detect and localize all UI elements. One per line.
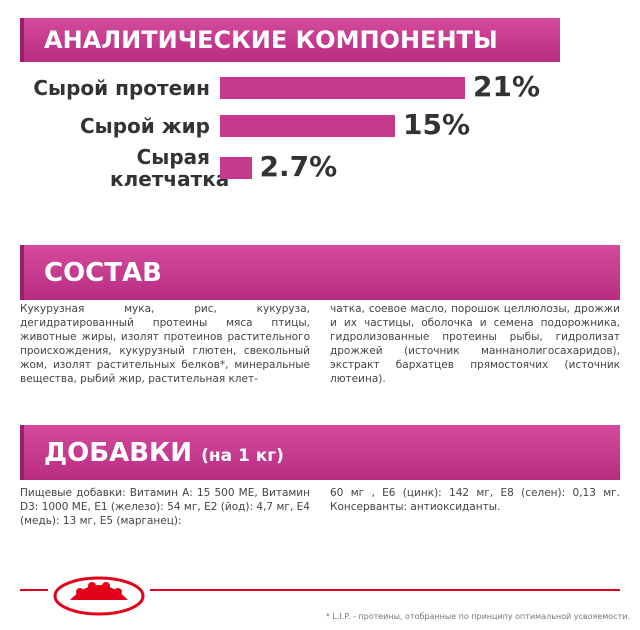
value-label: 21% — [473, 70, 541, 103]
text-column: чатка, соевое масло, порошок целлюлозы, … — [330, 303, 620, 385]
chart-title: АНАЛИТИЧЕСКИЕ КОМПОНЕНТЫ — [44, 26, 498, 54]
category-label: Сырая клетчатка — [110, 145, 230, 191]
footnote: * L.I.P. - протеины, отобранные по принц… — [325, 612, 630, 621]
section-title-wrap: ДОБАВКИ (на 1 кг) — [44, 438, 284, 468]
category-label: Сырой протеин — [33, 76, 210, 100]
section-title: ДОБАВКИ — [44, 437, 193, 468]
header-additives: ДОБАВКИ (на 1 кг) — [20, 425, 620, 480]
value-label: 15% — [403, 108, 471, 141]
text-column: Кукурузная мука, рис, кукуруза, дегидрат… — [20, 303, 310, 385]
bar — [220, 77, 465, 99]
section-title: СОСТАВ — [44, 257, 162, 288]
category-label: Сырой жир — [79, 114, 210, 138]
section-subtitle: (на 1 кг) — [201, 445, 284, 466]
header-composition: СОСТАВ — [20, 245, 620, 300]
text-column: 60 мг , Е6 (цинк): 142 мг, Е8 (селен): 0… — [330, 487, 620, 513]
bar — [220, 115, 395, 137]
value-label: 2.7% — [259, 150, 338, 183]
header-analytic: АНАЛИТИЧЕСКИЕ КОМПОНЕНТЫ — [20, 18, 560, 62]
bar — [220, 157, 252, 179]
text-column: Пищевые добавки: Витамин А: 15 500 МЕ, В… — [20, 487, 310, 527]
